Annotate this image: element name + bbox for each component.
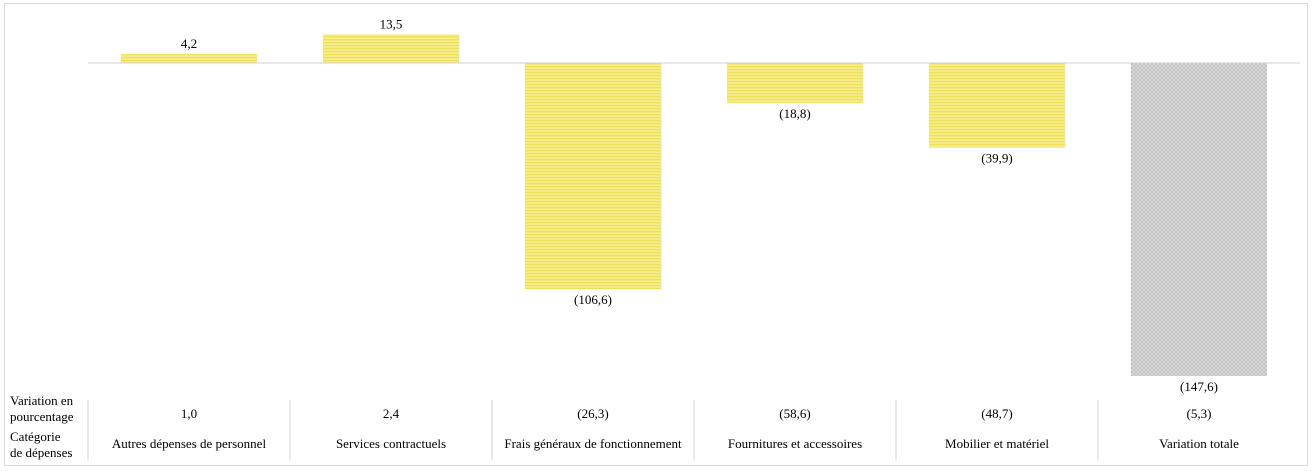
percent-change-2: 2,4: [383, 406, 400, 421]
percent-change-5: (48,7): [981, 406, 1012, 421]
category-label-5: Mobilier et matériel: [945, 436, 1049, 451]
bars-group: [121, 34, 1267, 376]
data-table-group: 1,0 Autres dépenses de personnel 2,4 Servic…: [112, 406, 1239, 451]
bar-6: [1131, 63, 1267, 376]
bar-1: [121, 54, 257, 63]
category-label-3: Frais généraux de fonctionnement: [504, 436, 682, 451]
row-header-category-line2: de dépenses: [10, 445, 72, 460]
row-header-percent-line1: Variation en: [10, 393, 74, 408]
value-label-1: 4,2: [181, 36, 197, 51]
row-header-category-line1: Catégorie: [10, 429, 61, 444]
bar-5: [929, 63, 1065, 148]
bar-2: [323, 34, 459, 63]
bar-3: [525, 63, 661, 290]
table-dividers-group: [87, 400, 1099, 460]
row-header-percent-line2: pourcentage: [10, 409, 74, 424]
category-label-1: Autres dépenses de personnel: [112, 436, 267, 451]
category-label-6: Variation totale: [1159, 436, 1239, 451]
value-label-2: 13,5: [380, 16, 403, 31]
value-label-6: (147,6): [1180, 379, 1218, 394]
percent-change-6: (5,3): [1187, 406, 1212, 421]
percent-change-3: (26,3): [577, 406, 608, 421]
category-label-4: Fournitures et accessoires: [728, 436, 862, 451]
value-label-3: (106,6): [574, 292, 612, 307]
value-label-5: (39,9): [981, 151, 1012, 166]
category-label-2: Services contractuels: [336, 436, 446, 451]
percent-change-1: 1,0: [181, 406, 197, 421]
bar-4: [727, 63, 863, 103]
value-label-4: (18,8): [779, 106, 810, 121]
percent-change-4: (58,6): [779, 406, 810, 421]
value-labels-group: 4,2 13,5 (106,6) (18,8) (39,9) (147,6): [181, 16, 1218, 394]
